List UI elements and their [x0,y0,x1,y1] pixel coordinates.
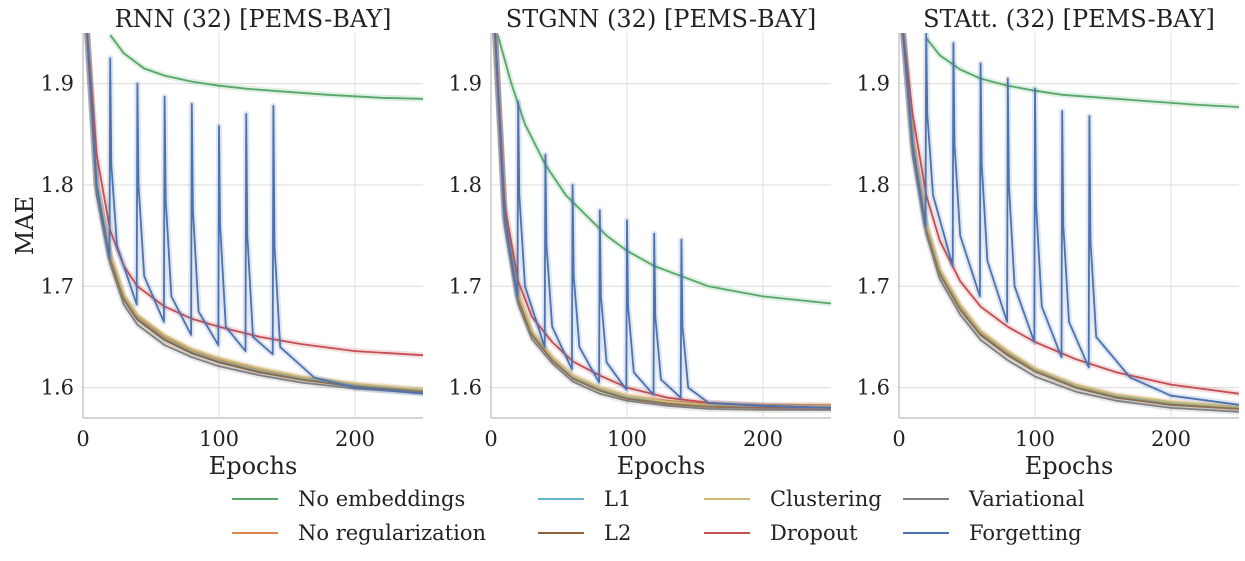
series-line-clustering [494,33,831,407]
legend-label: Clustering [770,487,882,511]
legend-item: Variational [903,487,1085,511]
x-axis-label: Epochs [1025,452,1114,480]
x-tick-label: 0 [484,427,497,451]
legend-item: No embeddings [232,487,465,511]
legend-label: No regularization [298,521,486,545]
legend-label: L2 [604,521,631,545]
y-tick-label: 1.6 [41,376,74,400]
y-tick-label: 1.8 [41,173,74,197]
x-tick-label: 100 [607,427,647,451]
subplot-title: STGNN (32) [PEMS-BAY] [506,5,816,33]
y-tick-label: 1.6 [857,376,890,400]
legend-label: L1 [604,487,631,511]
y-tick-label: 1.8 [857,173,890,197]
x-tick-label: 0 [892,427,905,451]
series-line-clustering [86,33,423,391]
series-line-dropout [902,33,1239,395]
x-tick-label: 100 [199,427,239,451]
x-tick-label: 200 [335,427,375,451]
y-tick-label: 1.6 [449,376,482,400]
series-line-no-embeddings [496,34,831,305]
series-group [900,33,1239,415]
series-line-forgetting [494,33,831,409]
series-group [84,33,423,397]
series-line-dropout [86,33,423,357]
series-line-no-embeddings [109,34,423,100]
series-line-forgetting [902,33,1239,406]
subplot-2: 0 100 200 1.6 1.7 1.8 1.9 STGNN (32) [PEMS-BAY]… [449,5,831,480]
legend-item: L2 [538,521,631,545]
x-tick-label: 200 [1151,427,1191,451]
x-axis-label: Epochs [209,452,298,480]
x-axis-label: Epochs [617,452,706,480]
y-tick-label: 1.7 [449,274,482,298]
y-tick-label: 1.9 [449,72,482,96]
series-line-clustering [902,33,1239,408]
y-tick-label: 1.9 [41,72,74,96]
series-band-no-embeddings [107,33,423,102]
subplot-1: 0 100 200 1.6 1.7 1.8 1.9 RNN (32) [PEMS-BAY] Ep… [11,5,423,480]
y-tick-label: 1.9 [857,72,890,96]
subplot-3: 0 100 200 1.6 1.7 1.8 1.9 STAtt. (32) [PEMS-BAY… [857,5,1239,480]
legend-item: Dropout [704,521,858,545]
series-group [492,33,831,413]
legend-item: No regularization [232,521,486,545]
y-tick-label: 1.7 [857,274,890,298]
x-tick-label: 100 [1015,427,1055,451]
legend: No embeddings L1 Clustering Variational No r… [232,487,1085,545]
legend-item: L1 [538,487,631,511]
subplot-title: STAtt. (32) [PEMS-BAY] [923,5,1215,33]
legend-item: Forgetting [903,521,1082,545]
legend-label: Dropout [770,521,858,545]
legend-label: Variational [968,487,1085,511]
x-tick-label: 0 [76,427,89,451]
legend-item: Clustering [704,487,882,511]
series-line-forgetting [86,33,423,395]
legend-label: Forgetting [969,521,1082,545]
y-tick-label: 1.8 [449,173,482,197]
subplot-title: RNN (32) [PEMS-BAY] [115,5,392,33]
x-tick-label: 200 [743,427,783,451]
y-tick-label: 1.7 [41,274,74,298]
y-axis-label: MAE [11,196,39,255]
legend-label: No embeddings [298,487,465,511]
